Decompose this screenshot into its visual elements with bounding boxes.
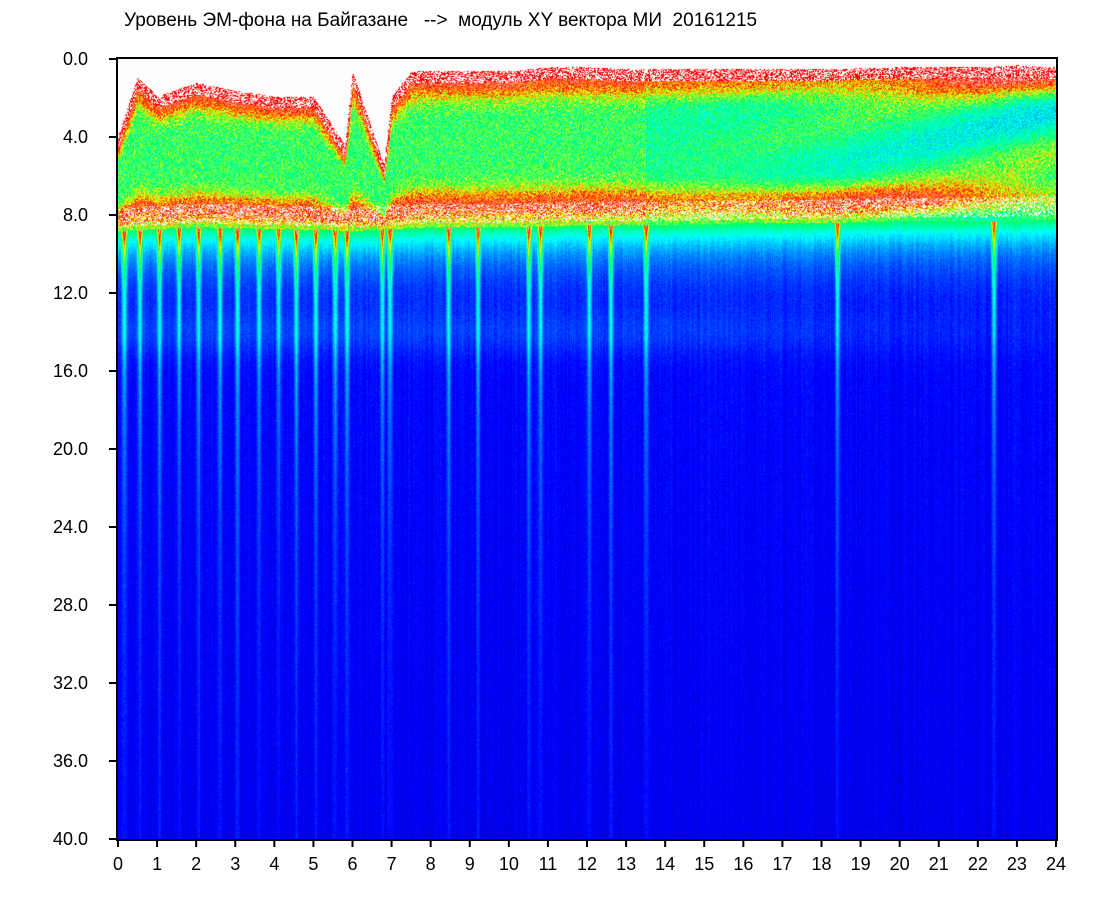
- x-tick-label: 24: [1046, 854, 1066, 874]
- x-tick-label: 11: [539, 854, 558, 874]
- y-axis: 0.0 4.0 8.0 12.0 16.0 20.0 24.0 28.0 32.0 36.0 40.…: [53, 49, 116, 849]
- y-tick-label: 16.0: [53, 361, 88, 381]
- x-tick-label: 0: [113, 854, 123, 874]
- x-tick-label: 8: [426, 854, 436, 874]
- y-tick-label: 4.0: [63, 127, 88, 147]
- x-tick-label: 10: [499, 854, 519, 874]
- x-tick-label: 23: [1007, 854, 1027, 874]
- y-tick-label: 24.0: [53, 517, 88, 537]
- y-tick-label: 28.0: [53, 595, 88, 615]
- x-tick-label: 5: [308, 854, 318, 874]
- x-tick-label: 18: [811, 854, 831, 874]
- x-tick-label: 22: [968, 854, 988, 874]
- y-tick-label: 32.0: [53, 673, 88, 693]
- x-tick-label: 12: [577, 854, 597, 874]
- x-tick-label: 1: [152, 854, 162, 874]
- y-tick-label: 40.0: [53, 829, 88, 849]
- x-tick-label: 3: [230, 854, 240, 874]
- x-tick-label: 21: [929, 854, 949, 874]
- x-tick-label: 13: [616, 854, 636, 874]
- y-tick-label: 8.0: [63, 205, 88, 225]
- y-tick-label: 36.0: [53, 751, 88, 771]
- x-tick-label: 9: [465, 854, 475, 874]
- x-tick-label: 17: [772, 854, 792, 874]
- x-tick-label: 14: [655, 854, 675, 874]
- y-tick-label: 20.0: [53, 439, 88, 459]
- x-axis: 0 1 2 3 4 5 6 7 8 9 10 11 12 13 14 15 16 17 18 19 20 21 22 23 24: [113, 841, 1066, 874]
- x-tick-label: 15: [694, 854, 714, 874]
- x-tick-label: 4: [269, 854, 279, 874]
- y-tick-label: 12.0: [53, 283, 88, 303]
- x-tick-label: 7: [387, 854, 397, 874]
- x-tick-label: 6: [347, 854, 357, 874]
- x-tick-label: 20: [890, 854, 910, 874]
- x-tick-label: 19: [851, 854, 871, 874]
- x-tick-label: 16: [733, 854, 753, 874]
- y-tick-label: 0.0: [63, 49, 88, 69]
- x-tick-label: 2: [191, 854, 201, 874]
